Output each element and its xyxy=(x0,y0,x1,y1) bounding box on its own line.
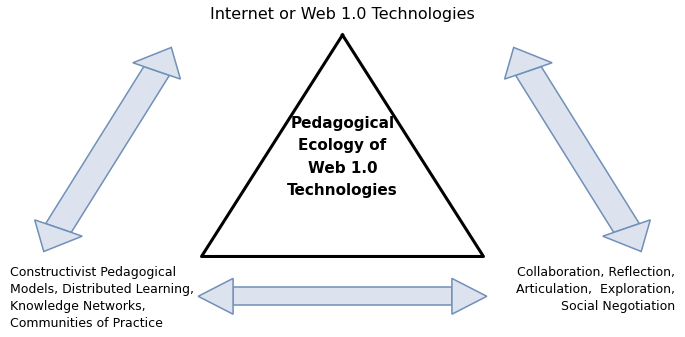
Text: Collaboration, Reflection,
Articulation,  Exploration,
Social Negotiation: Collaboration, Reflection, Articulation,… xyxy=(516,267,675,313)
Text: Constructivist Pedagogical
Models, Distributed Learning,
Knowledge Networks,
Com: Constructivist Pedagogical Models, Distr… xyxy=(10,267,195,331)
Polygon shape xyxy=(133,48,180,79)
Polygon shape xyxy=(452,278,487,314)
Text: Internet or Web 1.0 Technologies: Internet or Web 1.0 Technologies xyxy=(210,7,475,22)
Polygon shape xyxy=(603,220,650,251)
Polygon shape xyxy=(233,287,452,305)
Polygon shape xyxy=(516,66,639,233)
Polygon shape xyxy=(505,48,552,79)
Polygon shape xyxy=(198,278,233,314)
Polygon shape xyxy=(35,220,82,251)
Text: Pedagogical
Ecology of
Web 1.0
Technologies: Pedagogical Ecology of Web 1.0 Technolog… xyxy=(287,116,398,198)
Polygon shape xyxy=(46,66,169,233)
